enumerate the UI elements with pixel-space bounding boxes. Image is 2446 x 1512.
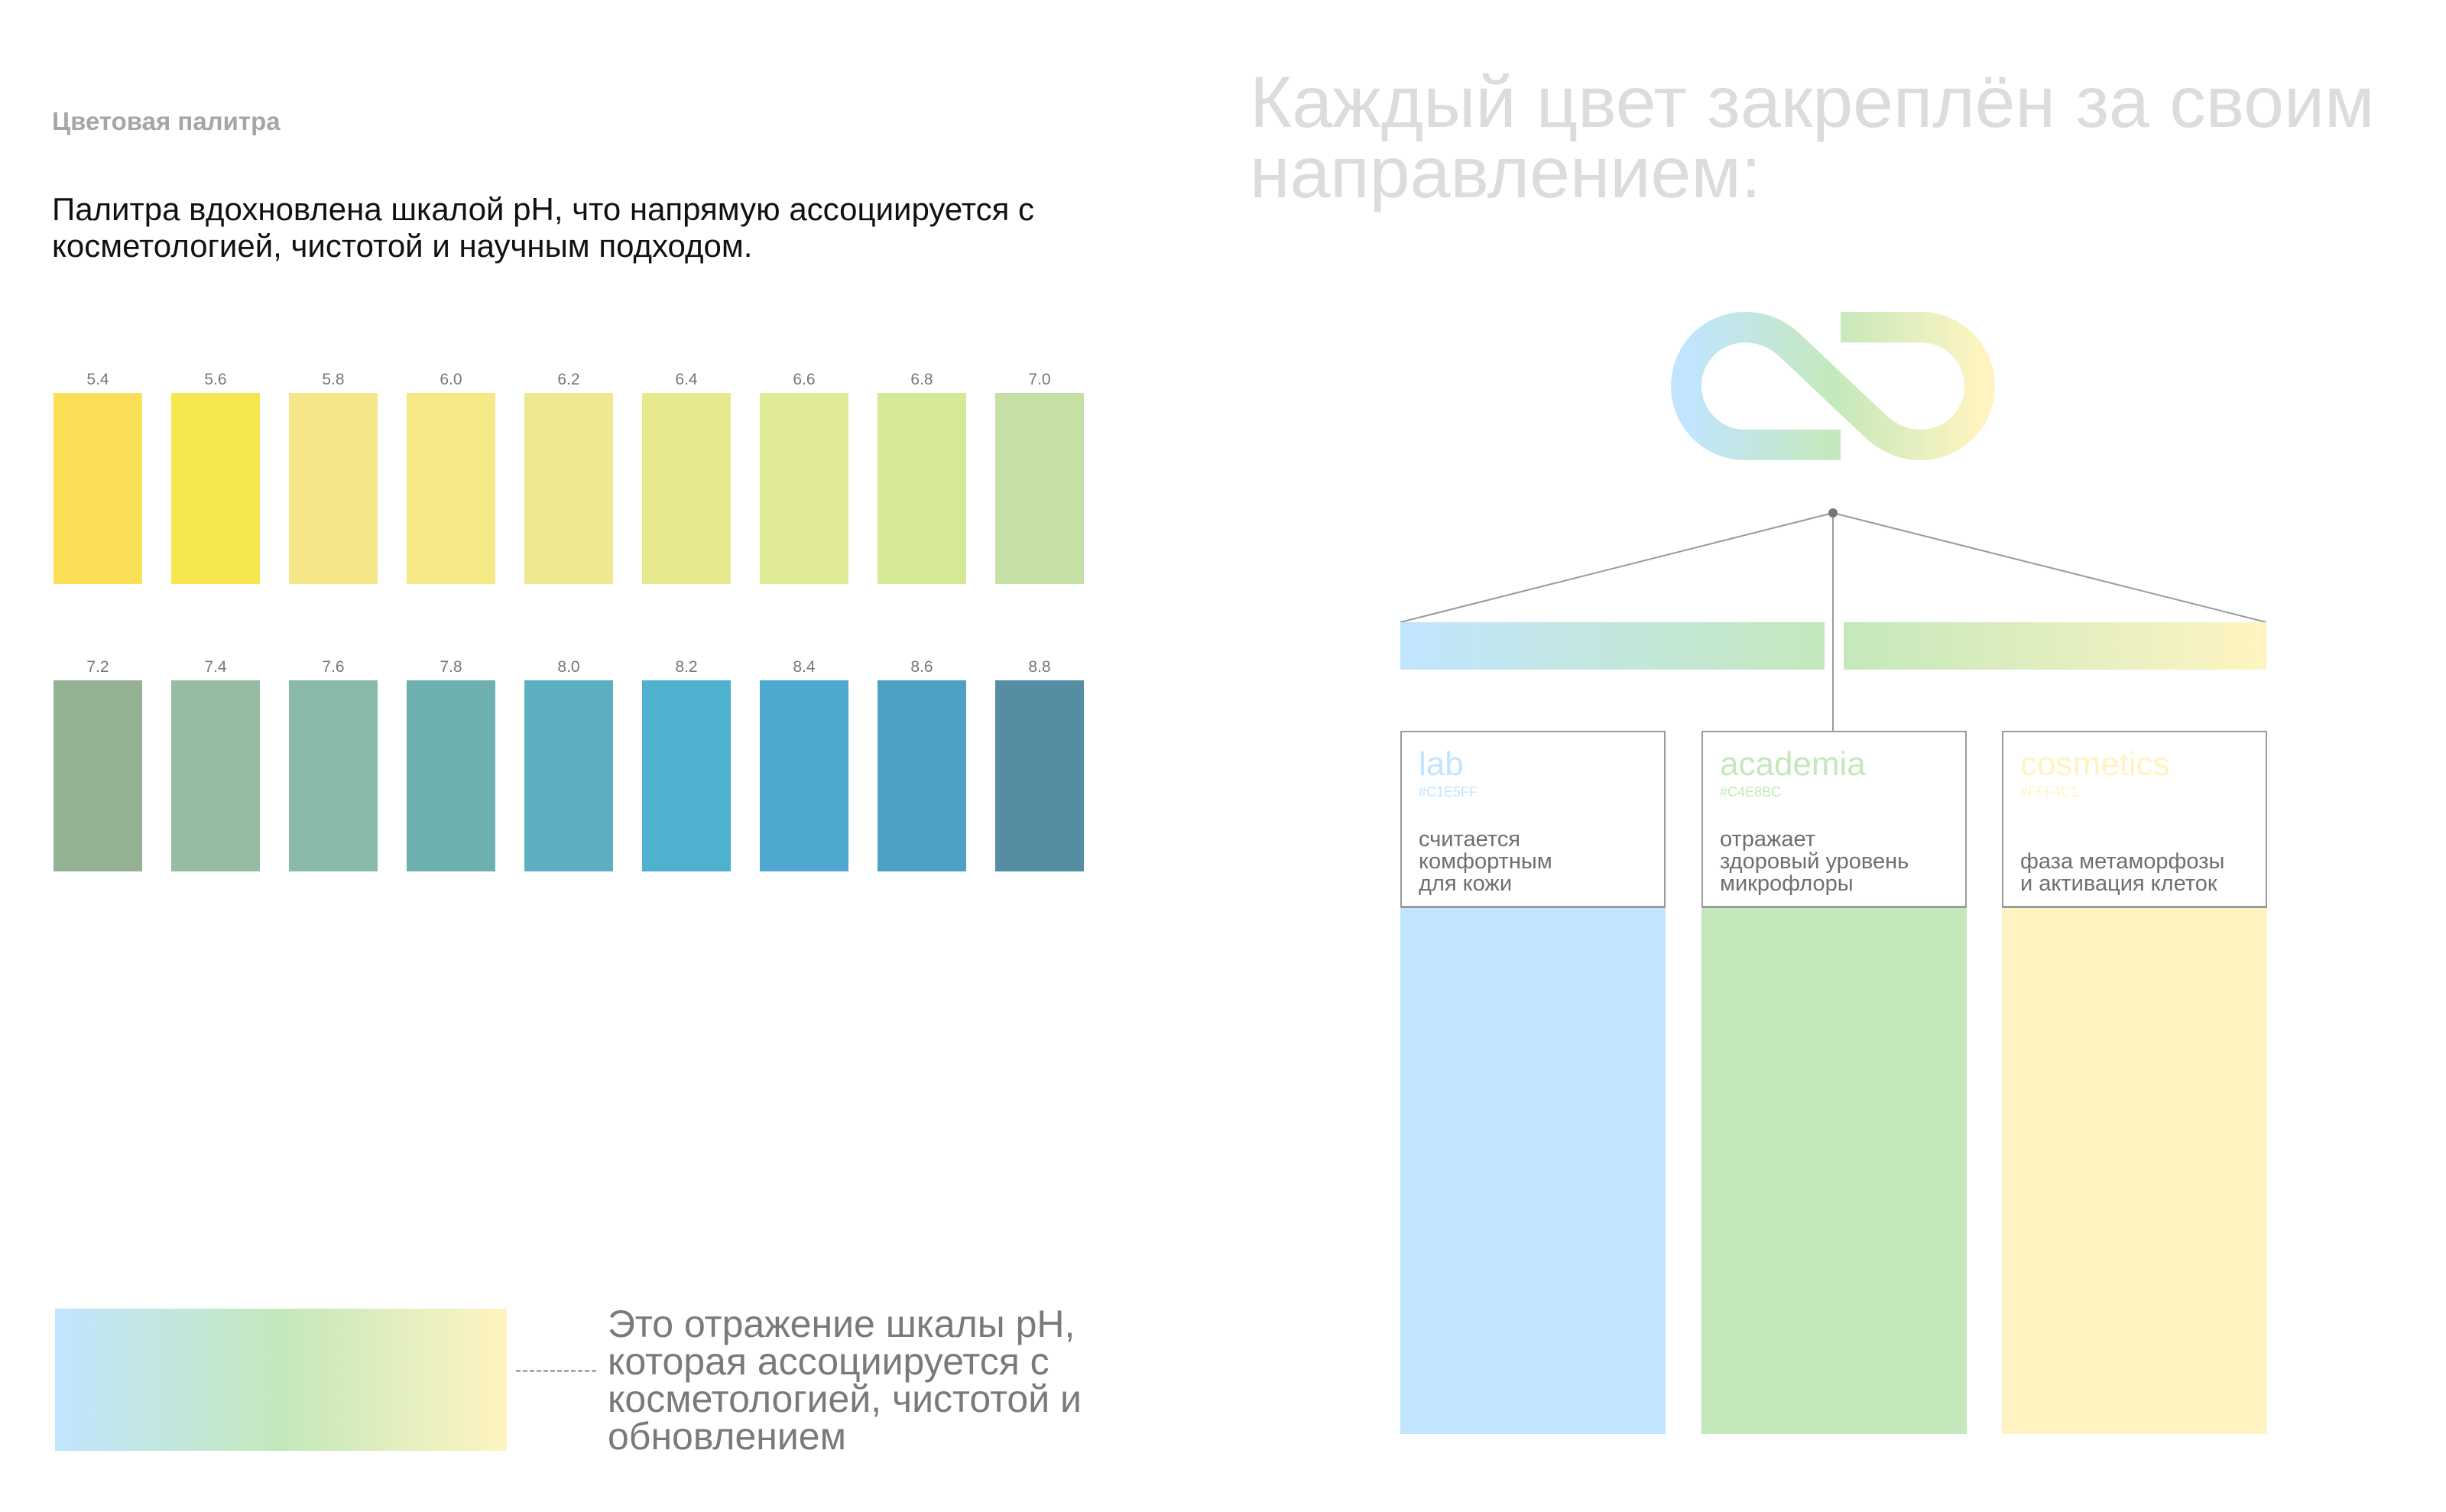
ph-label: 7.6: [322, 658, 345, 676]
card-hex: #C1E5FF: [1419, 784, 1478, 800]
ph-label: 6.4: [675, 371, 698, 388]
swatch: 8.6: [878, 654, 966, 871]
color-chip: [878, 680, 966, 871]
card-color-column: [1701, 908, 1967, 1434]
ph-label: 8.0: [557, 658, 580, 676]
ph-label: 6.8: [910, 371, 933, 388]
swatch: 5.4: [54, 367, 142, 584]
color-chip: [878, 393, 966, 584]
swatch: 7.4: [171, 654, 260, 871]
color-chip: [289, 680, 378, 871]
ph-label: 8.2: [675, 658, 698, 676]
ph-label: 5.4: [86, 371, 109, 388]
card-header: lab #C1E5FF считается комфортным для кожи: [1400, 731, 1666, 908]
card-hex: #C4E8BC: [1720, 784, 1782, 800]
swatch: 8.2: [642, 654, 731, 871]
swatch: 8.4: [760, 654, 848, 871]
swatch: 7.2: [54, 654, 142, 871]
color-chip: [642, 393, 731, 584]
ph-label: 6.6: [793, 371, 816, 388]
gradient-bar-left: [1400, 622, 1825, 670]
card-academia: academia #C4E8BC отражает здоровый уровень…: [1701, 731, 1967, 1434]
ph-label: 8.4: [793, 658, 816, 676]
color-chip: [171, 393, 260, 584]
card-title: cosmetics: [2020, 745, 2170, 783]
color-chip: [760, 393, 848, 584]
color-chip: [54, 680, 142, 871]
card-cosmetics: cosmetics #FFF4C1 фаза метаморфозы и актив…: [2002, 731, 2267, 1434]
card-header: academia #C4E8BC отражает здоровый уровень…: [1701, 731, 1967, 908]
card-color-column: [1400, 908, 1666, 1434]
card-description: фаза метаморфозы и активация клеток: [2020, 849, 2225, 896]
card-description: считается комфортным для кожи: [1419, 827, 1552, 896]
swatch: 6.2: [524, 367, 613, 584]
swatch: 6.4: [642, 367, 731, 584]
intro-text: Палитра вдохновлена шкалой pH, что напря…: [52, 191, 1035, 264]
swatch: 6.0: [407, 367, 495, 584]
card-description: отражает здоровый уровень микрофлоры: [1720, 827, 1909, 896]
ph-label: 7.0: [1028, 371, 1051, 388]
color-chip: [760, 680, 848, 871]
ph-label: 7.4: [204, 658, 227, 676]
gradient-bar-right: [1844, 622, 2266, 670]
swatch: 7.6: [289, 654, 378, 871]
section-label: Цветовая палитра: [52, 107, 281, 135]
swatch: 6.8: [878, 367, 966, 584]
card-title: lab: [1419, 745, 1464, 783]
color-chip: [407, 393, 495, 584]
color-chip: [995, 680, 1084, 871]
swatch: 8.0: [524, 654, 613, 871]
gradient-caption: Это отражение шкалы pH, которая ассоциир…: [608, 1303, 1082, 1458]
ph-gradient-bar: [55, 1309, 507, 1451]
color-chip: [642, 680, 731, 871]
swatch: 5.8: [289, 367, 378, 584]
card-color-column: [2002, 908, 2267, 1434]
swatch: 6.6: [760, 367, 848, 584]
card-header: cosmetics #FFF4C1 фаза метаморфозы и актив…: [2002, 731, 2267, 908]
ph-label: 6.2: [557, 371, 580, 388]
ph-label: 7.2: [86, 658, 109, 676]
swatch: 8.8: [995, 654, 1084, 871]
swatch-row-acidic: 5.4 5.6 5.8 6.0 6.2 6.4 6.6 6.8 7.0: [54, 367, 1084, 584]
swatch: 7.8: [407, 654, 495, 871]
card-title: academia: [1720, 745, 1866, 783]
ph-label: 7.8: [440, 658, 462, 676]
infinity-logo-icon: [1671, 311, 1995, 461]
ph-label: 6.0: [440, 371, 462, 388]
dashed-connector: [516, 1370, 596, 1372]
color-chip: [54, 393, 142, 584]
swatch: 7.0: [995, 367, 1084, 584]
ph-label: 5.6: [204, 371, 227, 388]
ph-label: 8.8: [1028, 658, 1051, 676]
card-lab: lab #C1E5FF считается комфортным для кожи: [1400, 731, 1666, 1434]
color-chip: [289, 393, 378, 584]
swatch: 5.6: [171, 367, 260, 584]
swatch-row-alkaline: 7.2 7.4 7.6 7.8 8.0 8.2 8.4 8.6 8.8: [54, 654, 1084, 871]
color-chip: [995, 393, 1084, 584]
ph-label: 5.8: [322, 371, 345, 388]
color-chip: [524, 393, 613, 584]
page-heading: Каждый цвет закреплён за своим направлен…: [1250, 62, 2375, 213]
color-chip: [524, 680, 613, 871]
color-chip: [407, 680, 495, 871]
card-hex: #FFF4C1: [2020, 784, 2079, 800]
color-chip: [171, 680, 260, 871]
ph-label: 8.6: [910, 658, 933, 676]
